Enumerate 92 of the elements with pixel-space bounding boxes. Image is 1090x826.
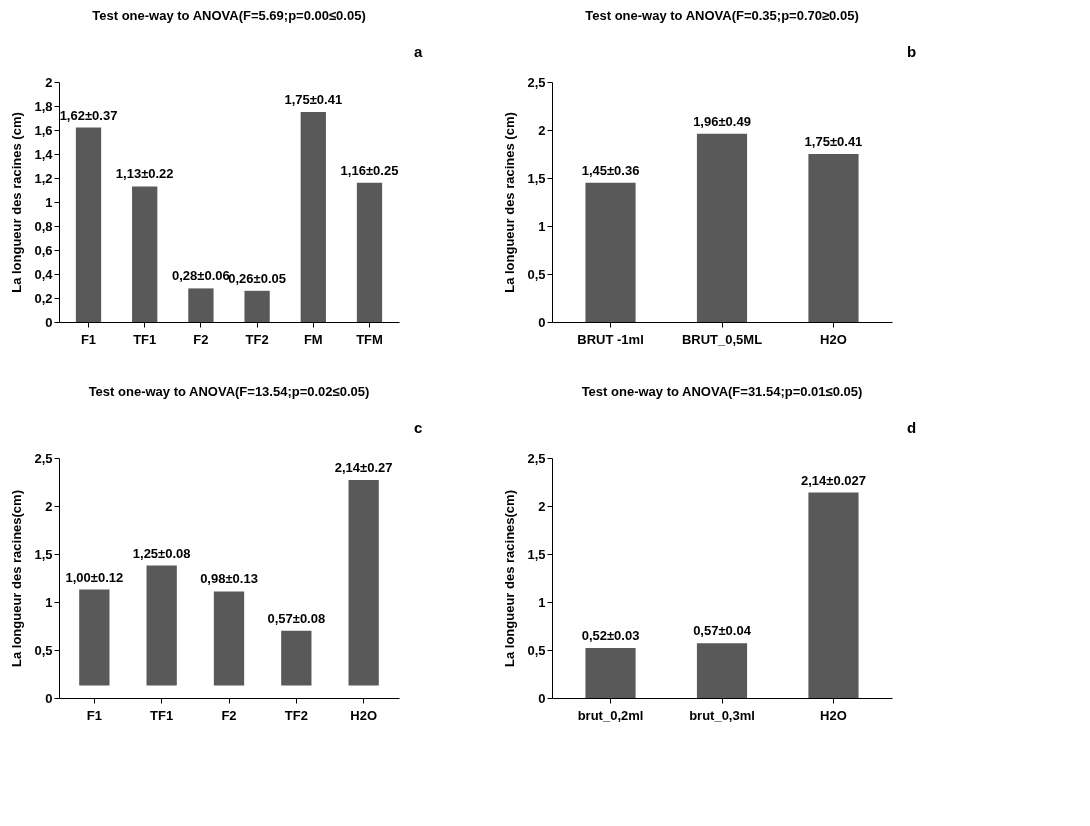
y-axis-title: La longueur des racines (cm): [9, 112, 25, 293]
text: d: [907, 419, 917, 436]
y-tick-label: 1,5: [527, 170, 546, 186]
text: a: [414, 43, 423, 60]
y-tick-label: 1,2: [34, 170, 53, 186]
data-label: 0,28±0.06: [172, 268, 230, 284]
bar: [79, 589, 110, 686]
y-tick-label: 0,4: [34, 266, 54, 282]
data-label: 1,75±0.41: [284, 92, 343, 107]
y-tick-label: 0: [538, 690, 546, 706]
y-tick-label: 0,5: [34, 642, 53, 658]
bar: [188, 288, 214, 322]
bar: [696, 133, 748, 322]
data-label: 1,00±0.12: [65, 569, 124, 585]
y-tick-label: 2: [45, 498, 53, 514]
x-tick-label: H2O: [820, 707, 847, 723]
text: c: [414, 419, 423, 436]
y-tick-label: 0: [45, 314, 53, 330]
x-tick-label: TFM: [356, 331, 383, 347]
y-tick-label: 2: [45, 74, 53, 90]
y-tick-label: 1: [45, 594, 53, 610]
y-tick-label: 0,2: [34, 290, 53, 306]
data-label: 0,26±0.05: [228, 270, 286, 286]
data-label: 0,57±0.08: [267, 610, 326, 626]
text: b: [907, 43, 917, 60]
y-tick-label: 2: [538, 122, 546, 138]
data-label: 1,96±0.49: [693, 113, 751, 129]
y-tick-label: 1,4: [34, 146, 54, 162]
y-tick-label: 0: [45, 690, 53, 706]
y-axis-title: La longueur des racines(cm): [9, 490, 25, 667]
x-tick-label: F2: [193, 331, 209, 347]
y-tick-label: 1,5: [34, 546, 53, 562]
y-tick-label: 0: [538, 314, 546, 330]
x-tick-label: F1: [86, 707, 102, 723]
x-tick-label: brut_0,3ml: [689, 707, 755, 723]
data-label: 0,98±0.13: [200, 571, 258, 587]
y-tick-label: 1: [538, 594, 546, 610]
data-label: 2,14±0.027: [800, 472, 866, 488]
bar: [356, 182, 383, 322]
x-tick-label: F1: [80, 331, 97, 347]
bar: [808, 154, 859, 322]
y-tick-label: 2,5: [527, 450, 546, 466]
x-tick-label: H2O: [350, 707, 378, 723]
y-axis-title: La longueur des racines(cm): [502, 490, 518, 667]
x-tick-label: TF2: [284, 707, 308, 723]
x-tick-label: TF1: [133, 331, 157, 347]
bar: [808, 492, 859, 698]
x-tick-label: BRUT_0,5ML: [681, 331, 763, 347]
bar: [146, 565, 177, 686]
data-label: 1,16±0.25: [340, 162, 399, 178]
y-tick-label: 1,6: [34, 122, 53, 138]
bar: [348, 480, 379, 686]
data-label: 2,14±0.27: [334, 460, 393, 476]
bar: [281, 630, 312, 686]
data-label: 1,62±0.37: [59, 107, 118, 123]
x-tick-label: F2: [221, 707, 237, 723]
chart-title: Test one-way to ANOVA(F=5.69;p=0.00≤0.05): [92, 8, 366, 23]
data-label: 0,52±0.03: [581, 628, 640, 644]
chart-title: Test one-way to ANOVA(F=31.54;p=0.01≤0.05): [581, 384, 863, 399]
y-tick-label: 2: [538, 498, 546, 514]
chart-title: Test one-way to ANOVA(F=0.35;p=0.70≥0.05): [585, 8, 859, 23]
data-label: 1,75±0.41: [804, 134, 863, 149]
y-axis-title: La longueur des racines (cm): [502, 112, 518, 293]
y-tick-label: 1,5: [527, 546, 546, 562]
bar: [132, 186, 158, 322]
x-tick-label: TF2: [245, 331, 269, 347]
x-tick-label: brut_0,2ml: [577, 707, 644, 723]
data-label: 1,13±0.22: [115, 166, 174, 182]
x-tick-label: BRUT -1ml: [577, 331, 644, 347]
x-tick-label: TF1: [150, 707, 174, 723]
y-tick-label: 1: [538, 218, 546, 234]
bar: [213, 591, 245, 686]
bar: [696, 643, 748, 698]
bar: [585, 182, 636, 322]
bar: [585, 648, 636, 698]
bar: [244, 290, 270, 322]
chart-title: Test one-way to ANOVA(F=13.54;p=0.02≤0.05): [88, 384, 370, 399]
bar: [75, 127, 102, 322]
data-label: 1,25±0.08: [132, 545, 191, 561]
y-tick-label: 0,5: [527, 266, 546, 282]
bar: [300, 112, 326, 322]
y-tick-label: 1,8: [34, 98, 53, 114]
x-tick-label: FM: [303, 331, 323, 347]
y-tick-label: 0,5: [527, 642, 546, 658]
y-tick-label: 0,8: [34, 218, 53, 234]
data-label: 1,45±0.36: [581, 162, 640, 178]
data-label: 0,57±0.04: [693, 623, 752, 639]
y-tick-label: 2,5: [34, 450, 53, 466]
x-tick-label: H2O: [820, 331, 847, 347]
y-tick-label: 2,5: [527, 74, 546, 90]
y-tick-label: 1: [45, 194, 53, 210]
y-tick-label: 0,6: [34, 242, 53, 258]
